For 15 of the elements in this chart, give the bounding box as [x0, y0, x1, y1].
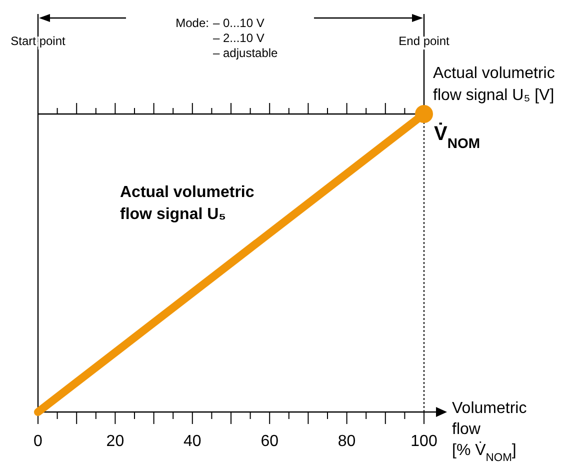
- text: Mode:: [176, 16, 209, 30]
- text: – adjustable: [213, 46, 278, 60]
- x-tick-label: 0: [34, 433, 43, 450]
- text: – 2...10 V: [213, 31, 264, 45]
- text: Start point: [10, 34, 66, 48]
- x-tick-label: 60: [260, 433, 279, 450]
- x-tick-label: 80: [338, 433, 356, 450]
- annotation: V̇$_{NOM}$: [434, 122, 480, 151]
- y-axis-title: Actual volumetric flow signal U₅ [V]: [433, 65, 555, 104]
- x-axis-title: Volumetric flow [% V̇$_{NOM}$]: [452, 400, 527, 463]
- annotation: Actual volumetric flow signal U₅: [120, 184, 254, 223]
- text: – 0...10 V: [213, 16, 264, 30]
- x-tick-label: 20: [106, 433, 124, 450]
- x-tick-label: 100: [410, 433, 438, 450]
- x-tick-label: 40: [184, 433, 202, 450]
